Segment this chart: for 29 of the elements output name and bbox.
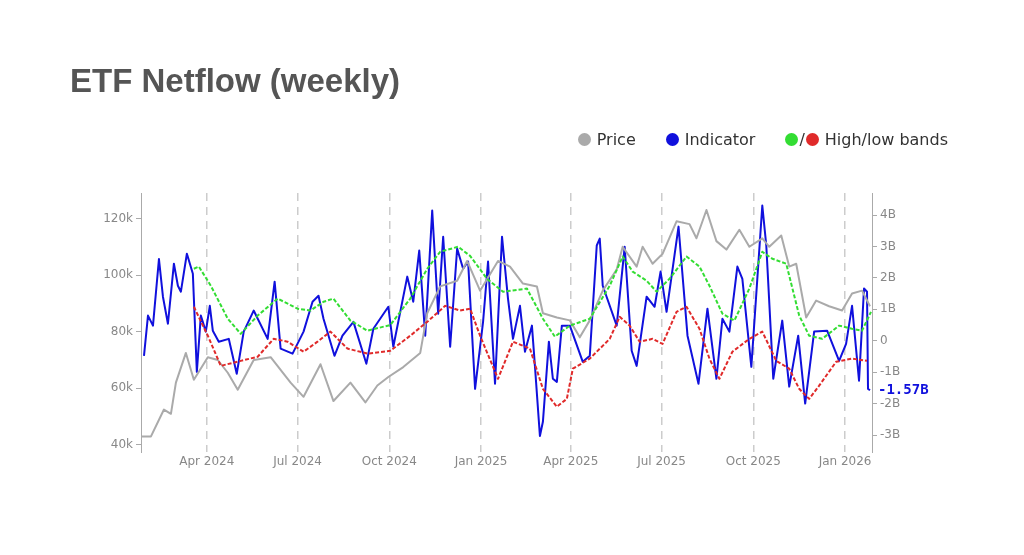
- x-tick-label: Jan 2026: [817, 454, 872, 469]
- x-tick-label: Jan 2025: [453, 454, 508, 469]
- y-tick-label: 80k: [110, 323, 134, 338]
- legend-label: Indicator: [684, 130, 756, 149]
- y2-tick-label: 1B: [880, 301, 896, 316]
- y2-tick-label: -2B: [880, 395, 901, 410]
- legend-label: /: [799, 130, 805, 149]
- y2-tick-label: 2B: [880, 269, 896, 284]
- line-series: [192, 245, 872, 340]
- y2-tick-label: 3B: [880, 238, 896, 253]
- x-tick-label: Jul 2024: [272, 454, 322, 469]
- chart-title: ETF Netflow (weekly): [70, 62, 401, 100]
- x-tick-label: Oct 2025: [725, 454, 781, 469]
- y-tick-label: 100k: [103, 267, 134, 282]
- y2-tick-label: -1B: [880, 364, 901, 379]
- y2-tick-label: -3B: [880, 427, 901, 442]
- y2-tick-label: 4B: [880, 207, 896, 222]
- x-tick-label: Apr 2025: [543, 454, 599, 469]
- legend-label: High/low bands: [824, 130, 948, 149]
- line-series: [192, 304, 869, 408]
- x-tick-label: Oct 2024: [361, 454, 417, 469]
- y-tick-label: 120k: [103, 210, 134, 225]
- text: -1.57B: [878, 380, 929, 397]
- y-tick-label: 60k: [110, 380, 134, 395]
- legend-label: Price: [596, 130, 636, 149]
- y2-tick-label: 0: [880, 332, 888, 347]
- y-tick-label: 40k: [110, 437, 134, 452]
- x-tick-label: Apr 2024: [179, 454, 235, 469]
- x-tick-label: Jul 2025: [636, 454, 686, 469]
